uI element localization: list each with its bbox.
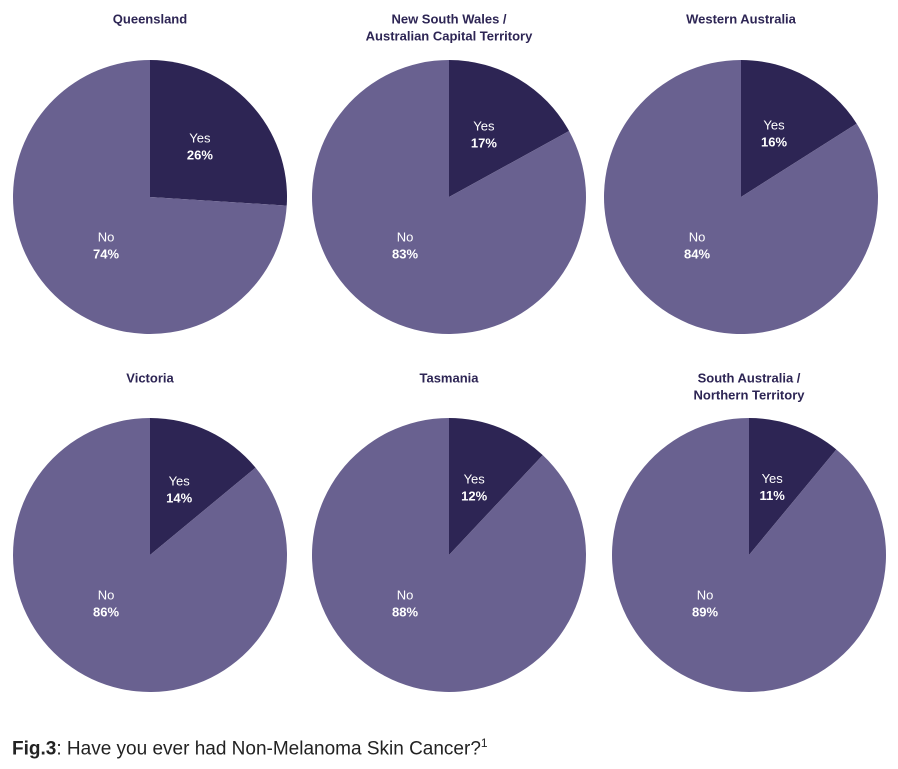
pie-slice-value: 83% xyxy=(392,246,418,261)
pie-slice-yes xyxy=(150,59,288,206)
pie-chart-1: Queensland Yes 26% No 74% xyxy=(13,11,288,334)
pie-slice-label: Yes xyxy=(169,473,191,488)
pie-slice-label: No xyxy=(697,587,714,602)
pie-slice-no xyxy=(311,59,586,334)
pie-slice-yes xyxy=(449,60,570,197)
pie-slice-value: 17% xyxy=(471,135,497,150)
pie-slice-no xyxy=(13,60,287,334)
pie-slice-label: No xyxy=(98,587,115,602)
pie-title: Queensland xyxy=(113,11,187,26)
pie-slice-value: 11% xyxy=(760,488,786,503)
pie-slice-label: No xyxy=(397,229,414,244)
pie-slice-label: Yes xyxy=(762,471,784,486)
pie-slice-no xyxy=(311,418,586,692)
pie-slice-no xyxy=(13,418,288,692)
pie-slice-label: Yes xyxy=(189,131,211,146)
pie-slice-value: 89% xyxy=(692,604,718,619)
caption-text: : Have you ever had Non-Melanoma Skin Ca… xyxy=(56,738,481,760)
pie-slice-value: 26% xyxy=(187,148,213,163)
caption-prefix: Fig.3 xyxy=(12,738,57,760)
pie-slice-yes xyxy=(749,418,837,555)
pie-slice-label: No xyxy=(689,229,706,244)
pie-slice-value: 16% xyxy=(761,134,787,149)
pie-slice-yes xyxy=(449,418,543,555)
pie-slice-value: 88% xyxy=(392,604,418,619)
pie-chart-6: South Australia / Northern Territory Yes 11… xyxy=(612,370,887,692)
pie-chart-2: New South Wales / Australian Capital Terr… xyxy=(311,11,586,334)
pie-slice-no xyxy=(612,418,887,692)
pie-slice-value: 86% xyxy=(93,604,119,619)
pie-slice-yes xyxy=(741,60,857,197)
pie-title: Victoria xyxy=(126,370,174,385)
pie-title: Australian Capital Territory xyxy=(366,28,533,43)
pie-chart-3: Western Australia Yes 16% No 84% xyxy=(603,11,878,334)
pie-title: Northern Territory xyxy=(694,387,806,402)
pie-slice-value: 84% xyxy=(684,246,710,261)
pie-title: South Australia / xyxy=(698,370,801,385)
pie-slice-label: Yes xyxy=(473,118,495,133)
pie-slice-label: No xyxy=(98,229,115,244)
pie-title: New South Wales / xyxy=(391,11,506,26)
pie-slice-label: No xyxy=(397,587,414,602)
pie-slice-label: Yes xyxy=(464,472,486,487)
pie-slice-no xyxy=(603,60,878,334)
pie-title: Western Australia xyxy=(686,11,797,26)
pie-chart-4: Victoria Yes 14% No 86% xyxy=(13,370,288,692)
pie-slice-value: 74% xyxy=(93,246,119,261)
figure-caption: Fig.3: Have you ever had Non-Melanoma Sk… xyxy=(12,736,488,760)
pie-title: Tasmania xyxy=(419,370,479,385)
pie-chart-5: Tasmania Yes 12% No 88% xyxy=(311,370,586,692)
pie-slice-value: 12% xyxy=(461,489,487,504)
pie-slice-yes xyxy=(150,418,256,555)
caption-footnote: 1 xyxy=(480,736,488,750)
pie-slice-value: 14% xyxy=(166,490,192,505)
pie-slice-label: Yes xyxy=(763,117,785,132)
